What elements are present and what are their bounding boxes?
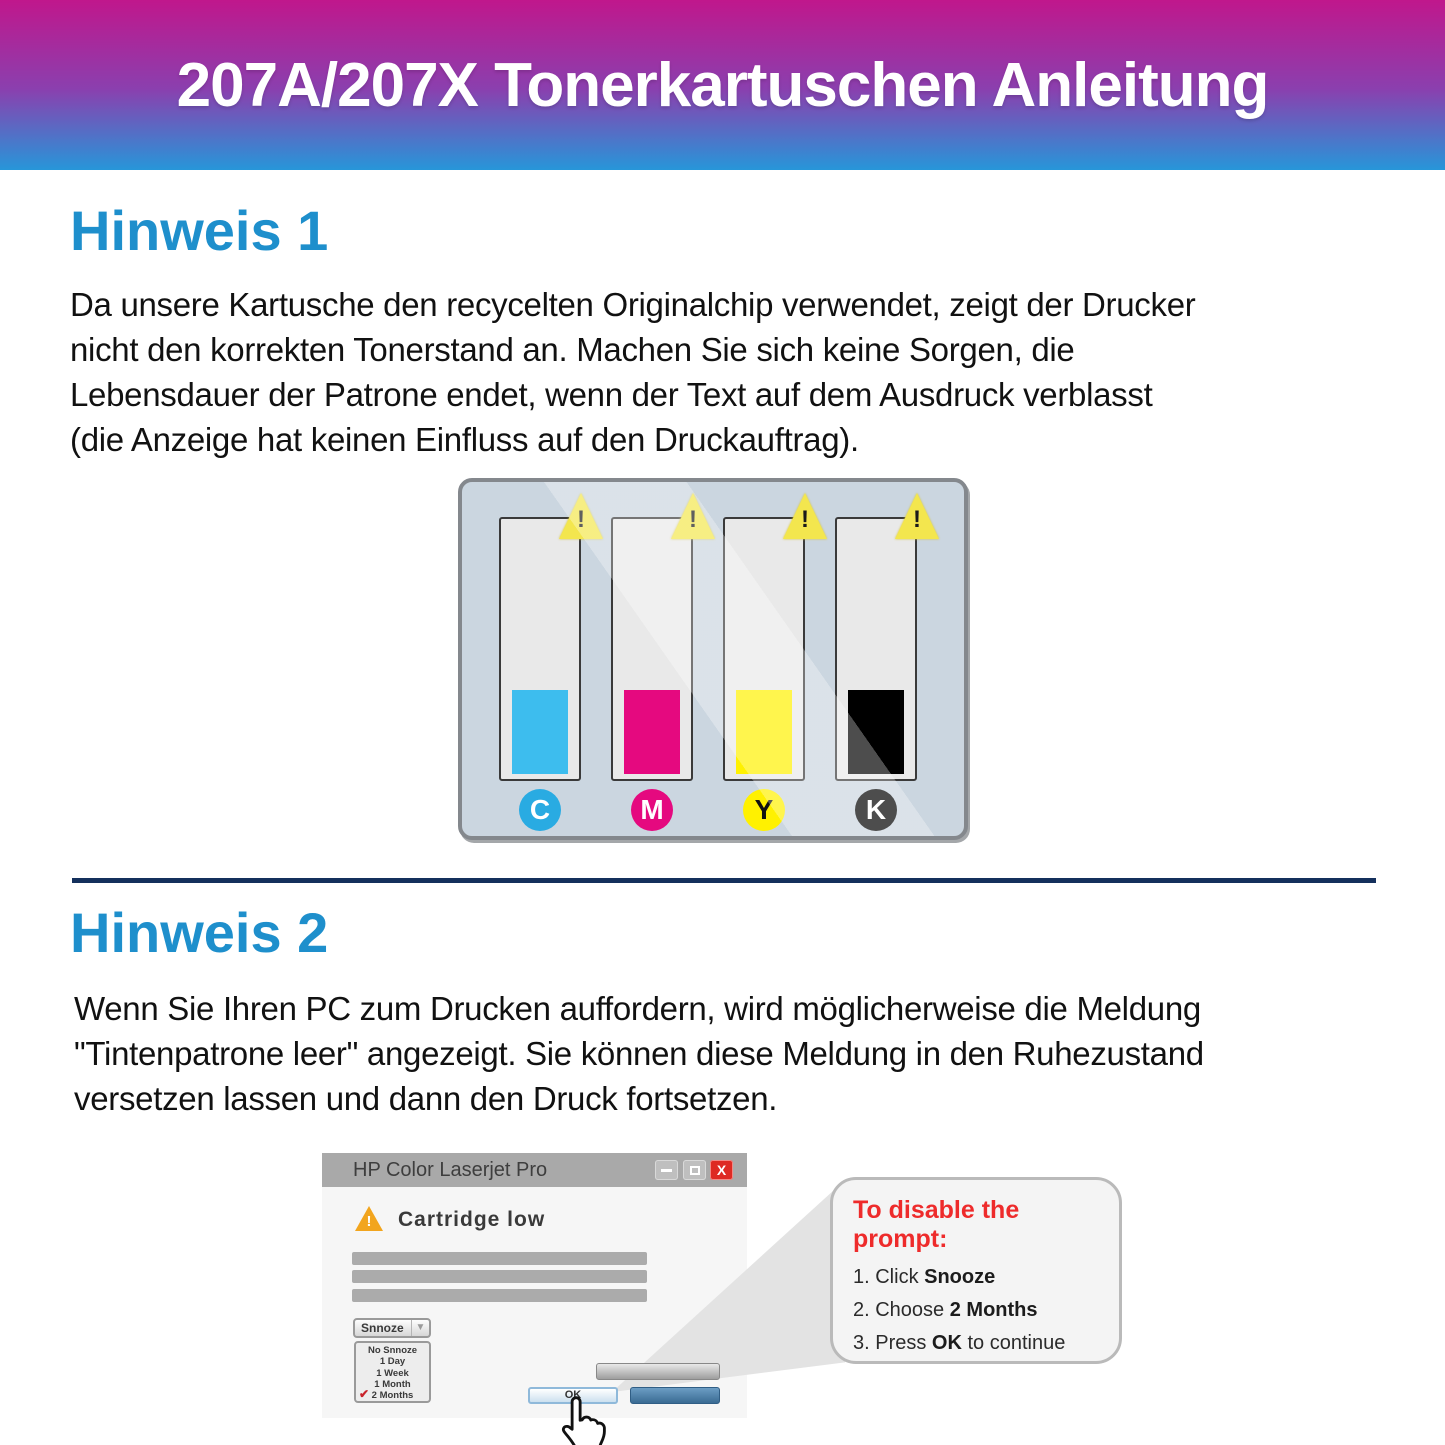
- toner-fill-magenta: [624, 690, 680, 774]
- section2-paragraph: Wenn Sie Ihren PC zum Drucken auffordern…: [74, 990, 1204, 1117]
- dropdown-item-label: 2 Months: [371, 1390, 414, 1402]
- badge-black: K: [855, 789, 897, 831]
- badge-magenta: M: [631, 789, 673, 831]
- snooze-label: Snnoze: [361, 1321, 404, 1335]
- disable-prompt-callout: To disable the prompt: 1. Click Snooze 2…: [830, 1177, 1122, 1364]
- checkmark-icon: ✔: [359, 1387, 370, 1402]
- dialog-titlebar: HP Color Laserjet Pro: [322, 1153, 747, 1187]
- dropdown-item[interactable]: 1 Week: [376, 1367, 409, 1379]
- warning-triangle-icon: [559, 493, 603, 539]
- warning-exclamation: !: [577, 506, 585, 533]
- step-bold: 2 Months: [949, 1299, 1038, 1321]
- section2-heading: Hinweis 2: [70, 901, 329, 964]
- dropdown-item[interactable]: 1 Month: [374, 1378, 411, 1390]
- page-title: 207A/207X Tonerkartuschen Anleitung: [176, 50, 1270, 120]
- alert-title: Cartridge low: [398, 1208, 546, 1231]
- text-placeholder-bar: [352, 1270, 647, 1283]
- dropdown-item[interactable]: No Snnoze: [367, 1345, 418, 1356]
- toner-slot-cyan: [499, 517, 581, 781]
- text-placeholder-bar: [352, 1252, 647, 1265]
- toner-fill-yellow: [736, 690, 792, 774]
- section-divider: [72, 878, 1376, 883]
- warning-triangle-icon: [671, 493, 715, 539]
- hp-dialog-window: HP Color Laserjet Pro X ! Cartridge low …: [322, 1153, 747, 1418]
- maximize-button[interactable]: [683, 1160, 706, 1180]
- toner-fill-black: [848, 690, 904, 774]
- maximize-icon: [689, 1165, 700, 1175]
- alert-warning-icon: [355, 1206, 383, 1231]
- snooze-dropdown-list: No Snnoze 1 Day 1 Week 1 Month ✔ 2 Month…: [354, 1341, 431, 1403]
- warning-triangle-icon: [783, 493, 827, 539]
- toner-fill-cyan: [512, 690, 568, 774]
- chevron-down-icon: ▼: [411, 1320, 429, 1336]
- step-text: to continue: [961, 1332, 1066, 1354]
- callout-step-1: 1. Click Snooze: [853, 1266, 1119, 1289]
- step-text: 3. Press: [853, 1332, 932, 1354]
- badge-cyan: C: [519, 789, 561, 831]
- minimize-button[interactable]: [655, 1160, 678, 1180]
- section1-heading: Hinweis 1: [70, 199, 329, 262]
- toner-level-panel: ! ! ! ! C M Y K: [458, 478, 968, 840]
- dropdown-item[interactable]: 1 Day: [379, 1356, 406, 1368]
- header-banner: 207A/207X Tonerkartuschen Anleitung: [0, 0, 1445, 170]
- section1-paragraph: Da unsere Kartusche den recycelten Origi…: [70, 286, 1196, 458]
- badge-yellow: Y: [743, 789, 785, 831]
- snooze-dropdown-button[interactable]: Snnoze ▼: [353, 1318, 431, 1338]
- toner-slot-yellow: [723, 517, 805, 781]
- toner-slot-black: [835, 517, 917, 781]
- step-text: 2. Choose: [853, 1299, 950, 1321]
- callout-step-3: 3. Press OK to continue: [853, 1332, 1119, 1355]
- close-button[interactable]: X: [710, 1160, 733, 1180]
- callout-title: To disable the prompt:: [853, 1196, 1020, 1253]
- alert-warning-exclamation: !: [366, 1213, 372, 1230]
- step-bold: OK: [931, 1332, 962, 1354]
- dialog-title: HP Color Laserjet Pro: [353, 1159, 548, 1181]
- step-text: 1. Click: [853, 1266, 925, 1288]
- hand-cursor-icon: [561, 1396, 606, 1445]
- callout-step-2: 2. Choose 2 Months: [853, 1299, 1119, 1322]
- warning-exclamation: !: [689, 506, 697, 533]
- secondary-button-placeholder[interactable]: [596, 1363, 720, 1380]
- warning-exclamation: !: [913, 506, 921, 533]
- step-bold: Snooze: [924, 1266, 996, 1288]
- blue-button-placeholder[interactable]: [630, 1387, 720, 1404]
- toner-slot-magenta: [611, 517, 693, 781]
- warning-triangle-icon: [895, 493, 939, 539]
- minimize-icon: [661, 1168, 672, 1172]
- dropdown-item-selected[interactable]: ✔ 2 Months: [356, 1387, 429, 1402]
- warning-exclamation: !: [801, 506, 809, 533]
- text-placeholder-bar: [352, 1289, 647, 1302]
